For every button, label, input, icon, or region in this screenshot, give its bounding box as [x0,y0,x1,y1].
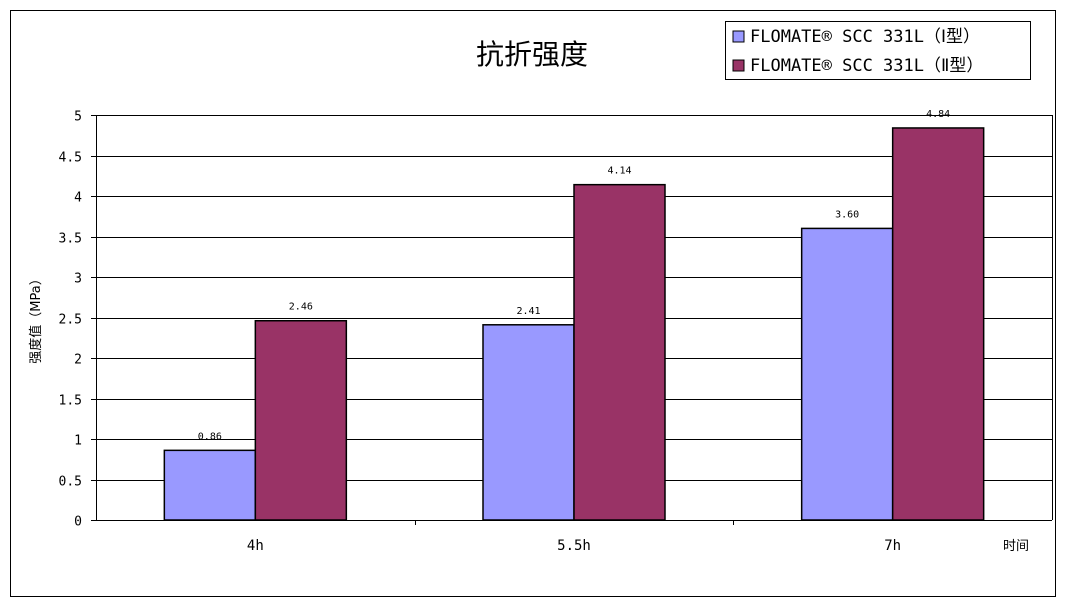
chart-title: 抗折强度 [476,38,588,71]
y-tick-label: 3.5 [59,232,82,247]
y-tick-label: 1 [74,434,82,449]
y-tick-label: 5 [74,110,82,125]
y-tick-label: 2.5 [59,313,82,328]
bar-series-1-4h [163,449,257,521]
legend-label-series-1: FLOMATE® SCC 331L（Ⅰ型） [750,27,980,47]
y-tick-label: 0 [74,515,82,530]
y-tick-label: 1.5 [59,394,82,409]
data-label: 2.41 [516,306,540,317]
x-tick-label: 5.5h [557,538,591,554]
axes: 0 0.5 1 1.5 2 2.5 3 3.5 4 4.5 5 4h 5.5h 7h [59,110,1052,554]
x-tick-label: 4h [247,538,264,554]
bar-series-1-7h [800,227,894,521]
bar-series-2-4h [254,319,348,521]
y-tick-label: 3 [74,272,82,287]
data-label: 4.14 [607,166,631,177]
legend-box [725,21,1031,80]
bar-series-2-7h [891,127,985,521]
y-tick-label: 4.5 [59,151,82,166]
legend: FLOMATE® SCC 331L（Ⅰ型） FLOMATE® SCC 331L（… [725,21,1031,80]
y-tick-label: 4 [74,191,82,206]
bar-series-1-5.5h [482,324,575,521]
legend-swatch-series-2 [732,59,745,72]
bar-series-2-5.5h [573,183,666,521]
data-labels: 0.86 2.46 2.41 4.14 3.60 4.84 [198,109,950,442]
legend-label-series-2: FLOMATE® SCC 331L（Ⅱ型） [750,56,983,76]
data-label: 3.60 [835,209,859,220]
x-axis-title: 时间 [1003,539,1029,554]
data-label: 2.46 [289,302,313,313]
legend-swatch-series-1 [732,30,745,43]
x-tick-label: 7h [884,538,901,554]
y-tick-label: 2 [74,353,82,368]
y-tick-label: 0.5 [59,475,82,490]
y-axis-title: 强度值（MPa） [28,272,44,363]
data-label: 0.86 [198,431,222,442]
data-label: 4.84 [926,109,950,120]
bars [163,127,985,521]
